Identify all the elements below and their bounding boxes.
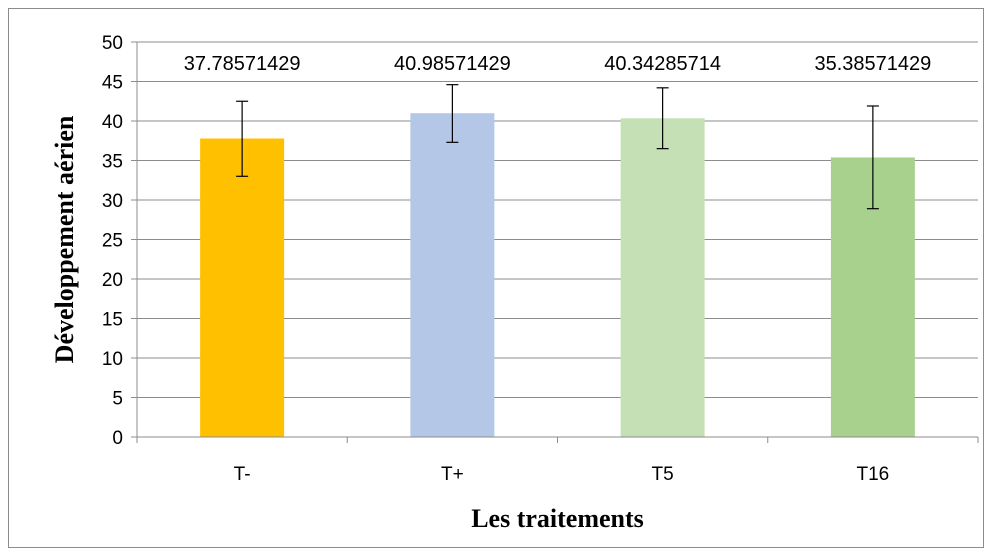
y-tick-label: 45 [102, 73, 123, 94]
y-tick-label: 35 [102, 152, 123, 173]
y-tick-label: 50 [102, 33, 123, 54]
x-axis-title: Les traitements [471, 504, 644, 533]
bar [410, 113, 495, 437]
y-tick-label: 20 [102, 270, 123, 291]
data-labels: 37.78571429 40.98571429 40.34285714 35.3857… [184, 53, 932, 75]
x-tick-label: T+ [441, 464, 464, 485]
x-tick-label: T- [234, 464, 251, 485]
chart-frame [8, 8, 984, 548]
y-tick-label: 5 [112, 389, 123, 410]
x-tick-labels: T- T+ T5 T16 [234, 464, 890, 485]
y-tick-label: 0 [112, 428, 123, 449]
axes [136, 42, 979, 443]
y-tick-label: 10 [102, 349, 123, 370]
data-label: 35.38571429 [814, 53, 931, 75]
bar [620, 118, 705, 437]
y-tick-label: 40 [102, 112, 123, 133]
y-tick-labels: 0 5 10 15 20 25 30 35 40 45 50 [102, 33, 123, 449]
data-label: 40.34285714 [604, 53, 721, 75]
y-tick-label: 15 [102, 310, 123, 331]
error-bars [236, 84, 879, 210]
y-axis-title: Développement aérien [50, 115, 79, 363]
y-tick-label: 30 [102, 191, 123, 212]
bar [200, 138, 285, 437]
data-label: 37.78571429 [184, 53, 301, 75]
bars [200, 113, 915, 437]
x-tick-label: T16 [857, 464, 890, 485]
data-label: 40.98571429 [394, 53, 511, 75]
y-tick-label: 25 [102, 231, 123, 252]
x-tick-label: T5 [652, 464, 674, 485]
